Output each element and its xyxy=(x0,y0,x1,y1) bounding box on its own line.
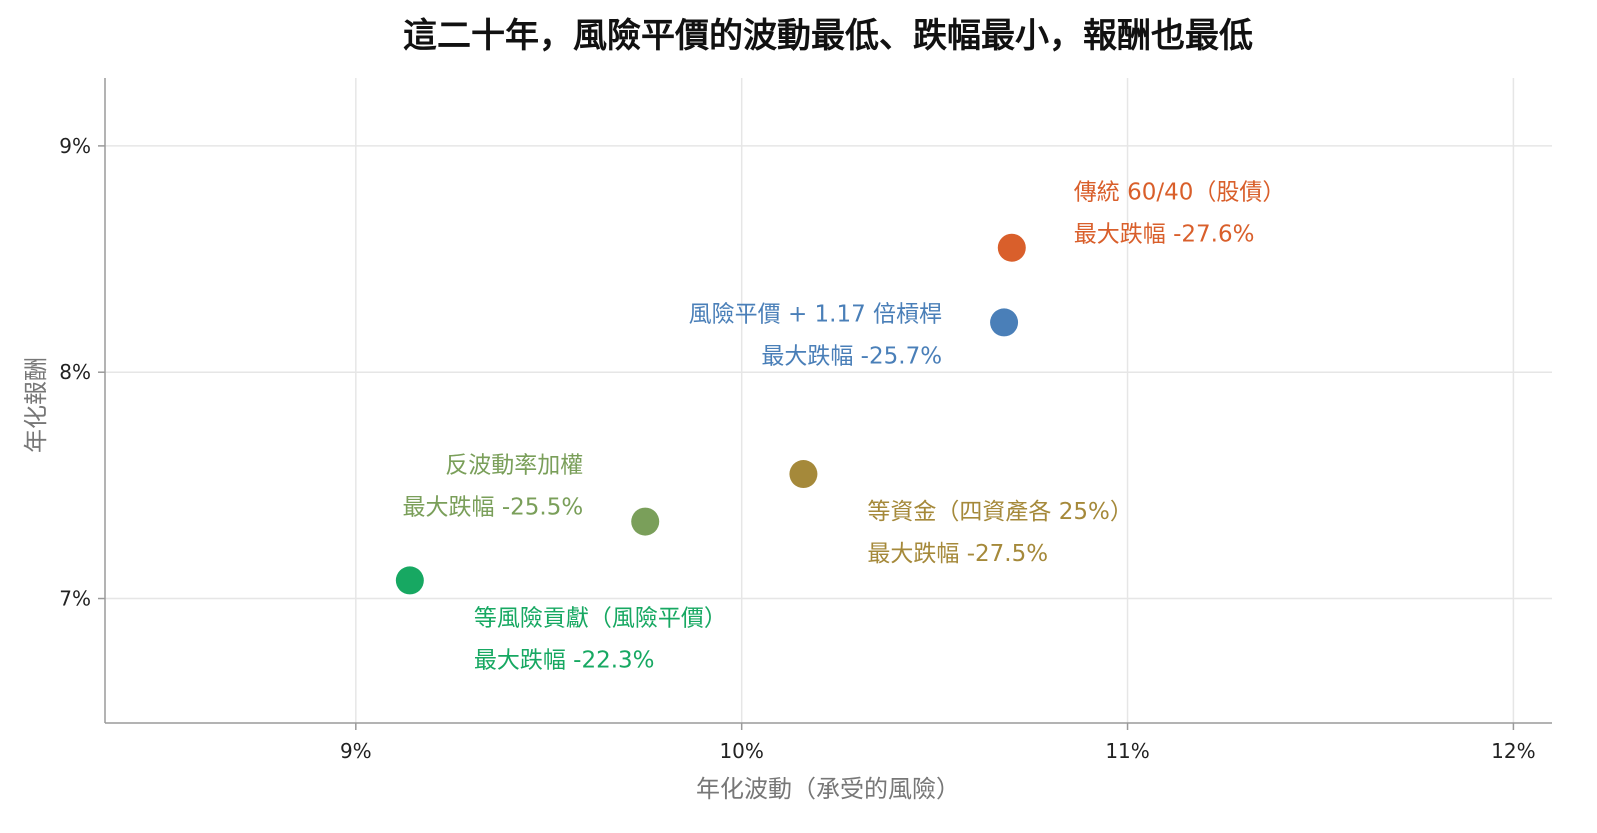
point-label-name: 風險平價 + 1.17 倍槓桿 xyxy=(689,301,942,327)
point-label-drawdown: 最大跌幅 -27.6% xyxy=(1074,222,1255,248)
y-axis-label: 年化報酬 xyxy=(22,357,50,453)
annotations: 傳統 60/40（股債） 最大跌幅 -27.6% 風險平價 + 1.17 倍槓桿最大… xyxy=(403,180,1286,674)
x-axis-label: 年化波動（承受的風險） xyxy=(696,775,960,803)
point-label-drawdown: 最大跌幅 -25.7% xyxy=(761,343,942,369)
scatter-point xyxy=(997,233,1026,262)
x-tick-label: 10% xyxy=(719,739,763,763)
scatter-point xyxy=(395,566,424,595)
point-label-drawdown: 最大跌幅 -25.5% xyxy=(403,495,584,521)
gridlines xyxy=(105,78,1552,723)
point-label-name: 等資金（四資產各 25%） xyxy=(867,499,1132,525)
y-tick-label: 9% xyxy=(59,134,91,158)
point-label-name: 等風險貢獻（風險平價） xyxy=(474,605,727,631)
point-label-drawdown: 最大跌幅 -22.3% xyxy=(474,647,655,673)
chart-title: 這二十年，風險平價的波動最低、跌幅最小，報酬也最低 xyxy=(403,16,1253,56)
scatter-point xyxy=(789,460,818,489)
point-label-name: 反波動率加權 xyxy=(445,453,583,479)
axes: 9% 10% 11% 12% 7% 8% 9% xyxy=(59,78,1552,763)
x-tick-label: 12% xyxy=(1491,739,1535,763)
scatter-point xyxy=(631,507,660,536)
point-label-drawdown: 最大跌幅 -27.5% xyxy=(867,541,1048,567)
point-label-name: 傳統 60/40（股債） xyxy=(1074,180,1286,206)
scatter-point xyxy=(990,308,1019,337)
x-tick-label: 11% xyxy=(1105,739,1149,763)
y-tick-label: 7% xyxy=(59,587,91,611)
x-tick-label: 9% xyxy=(340,739,372,763)
data-points xyxy=(395,233,1026,595)
y-tick-label: 8% xyxy=(59,360,91,384)
